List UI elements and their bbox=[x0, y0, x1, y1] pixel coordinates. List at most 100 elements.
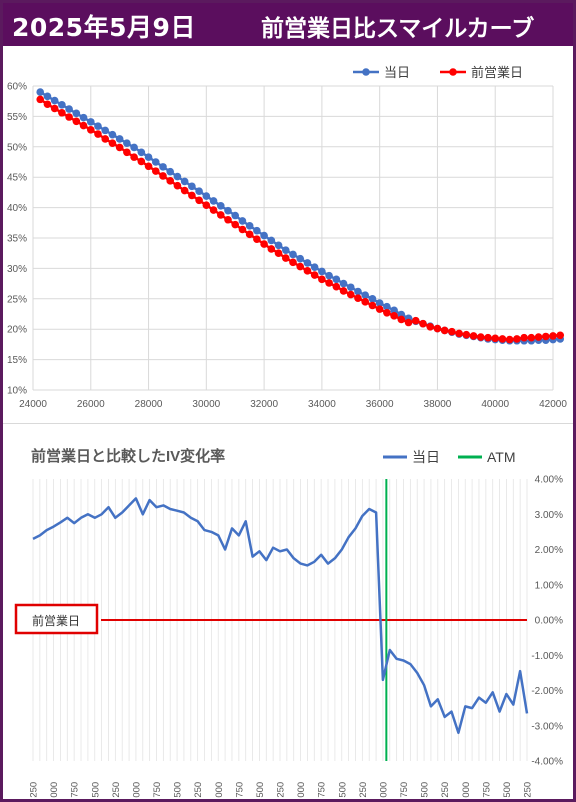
x-tick-label: 34000 bbox=[308, 399, 336, 410]
y-tick-label: 45% bbox=[7, 173, 27, 184]
y-tick-label: 0.00% bbox=[535, 616, 563, 627]
x-tick-label: 31000 bbox=[214, 782, 225, 798]
data-point bbox=[50, 96, 59, 105]
chart-title: 前営業日と比較したIV変化率 bbox=[31, 447, 225, 465]
data-point bbox=[296, 262, 305, 271]
y-tick-label: 50% bbox=[7, 142, 27, 153]
legend-marker bbox=[449, 68, 457, 76]
report-date: 2025年5月9日 bbox=[12, 13, 196, 42]
data-point bbox=[390, 312, 398, 320]
data-point bbox=[50, 104, 59, 113]
x-tick-label: 42250 bbox=[523, 782, 534, 798]
y-tick-label: 55% bbox=[7, 112, 27, 123]
legend-marker bbox=[362, 68, 370, 76]
x-tick-label: 28000 bbox=[131, 782, 142, 798]
data-point bbox=[180, 186, 189, 195]
data-point bbox=[274, 241, 283, 250]
data-point bbox=[289, 250, 297, 259]
data-point bbox=[426, 322, 435, 331]
x-tick-label: 36250 bbox=[358, 782, 369, 798]
data-point bbox=[346, 283, 355, 292]
data-point bbox=[541, 332, 550, 341]
x-tick-label: 41500 bbox=[502, 782, 513, 798]
x-tick-label: 26500 bbox=[90, 782, 101, 798]
y-tick-label: 25% bbox=[7, 294, 27, 305]
data-point bbox=[513, 335, 521, 343]
x-tick-label: 32000 bbox=[250, 399, 278, 410]
data-point bbox=[440, 326, 449, 335]
x-tick-label: 37750 bbox=[399, 782, 410, 798]
data-point bbox=[375, 299, 384, 307]
data-point bbox=[159, 163, 167, 171]
data-point bbox=[36, 88, 45, 96]
data-point bbox=[549, 332, 557, 340]
data-point bbox=[274, 249, 283, 257]
data-point bbox=[130, 143, 138, 152]
x-tick-label: 36000 bbox=[366, 399, 394, 410]
y-tick-label: 35% bbox=[7, 234, 27, 245]
data-point bbox=[476, 333, 485, 341]
x-tick-label: 40000 bbox=[461, 782, 472, 798]
data-point bbox=[65, 113, 73, 121]
data-point bbox=[224, 215, 232, 224]
legend-label: ATM bbox=[487, 449, 516, 465]
x-tick-label: 28000 bbox=[135, 399, 163, 410]
data-point bbox=[123, 139, 131, 147]
data-point bbox=[505, 335, 514, 344]
series-line bbox=[39, 91, 561, 343]
x-tick-label: 39250 bbox=[440, 782, 451, 798]
data-point bbox=[260, 240, 268, 248]
report-title: 前営業日比スマイルカーブ bbox=[261, 16, 535, 42]
y-tick-label: -4.00% bbox=[531, 757, 563, 768]
data-point bbox=[137, 157, 146, 166]
data-point bbox=[43, 92, 52, 101]
data-point bbox=[216, 211, 225, 219]
x-tick-label: 30250 bbox=[193, 782, 204, 798]
y-tick-label: 4.00% bbox=[535, 475, 563, 486]
y-tick-label: 1.00% bbox=[535, 580, 563, 591]
data-point bbox=[318, 267, 326, 276]
data-point bbox=[173, 181, 182, 190]
data-point bbox=[159, 172, 167, 180]
data-point bbox=[58, 108, 66, 117]
data-point bbox=[231, 211, 240, 220]
data-point bbox=[202, 192, 211, 200]
legend-label: 当日 bbox=[412, 449, 440, 465]
y-tick-label: 3.00% bbox=[535, 510, 563, 521]
data-point bbox=[310, 263, 319, 271]
iv-change-chart: 前営業日と比較したIV変化率 4.00% 3.00% 2.00% 1.00% 0.00% -… bbox=[14, 447, 563, 798]
y-tick-label: -3.00% bbox=[531, 721, 563, 732]
data-point bbox=[339, 279, 348, 288]
x-tick-label: 35500 bbox=[337, 782, 348, 798]
data-point bbox=[303, 259, 312, 267]
data-point bbox=[346, 290, 355, 299]
x-tick-label: 34750 bbox=[317, 782, 328, 798]
data-point bbox=[484, 333, 492, 342]
y-tick-label: 2.00% bbox=[535, 545, 563, 556]
data-point bbox=[115, 143, 124, 152]
data-point bbox=[281, 254, 290, 262]
data-point bbox=[267, 245, 276, 253]
data-point bbox=[123, 148, 131, 157]
data-point bbox=[108, 139, 117, 147]
data-point bbox=[433, 324, 442, 333]
data-point bbox=[231, 220, 240, 229]
data-point bbox=[137, 148, 146, 157]
data-point bbox=[216, 201, 225, 210]
data-point bbox=[339, 287, 348, 295]
x-tick-label: 29500 bbox=[173, 782, 184, 798]
x-tick-label: 27250 bbox=[111, 782, 122, 798]
data-point bbox=[318, 275, 326, 284]
x-tick-label: 31750 bbox=[234, 782, 245, 798]
data-point bbox=[202, 201, 211, 209]
data-point bbox=[527, 333, 536, 342]
data-point bbox=[43, 100, 52, 109]
x-tick-label: 32500 bbox=[255, 782, 266, 798]
x-tick-label: 38000 bbox=[424, 399, 452, 410]
series-line bbox=[32, 497, 529, 735]
data-point bbox=[253, 226, 261, 235]
x-tick-label: 24250 bbox=[29, 782, 40, 798]
data-point bbox=[361, 298, 370, 306]
header-bar: 2025年5月9日 前営業日比スマイルカーブ bbox=[3, 3, 573, 46]
data-point bbox=[79, 121, 88, 130]
